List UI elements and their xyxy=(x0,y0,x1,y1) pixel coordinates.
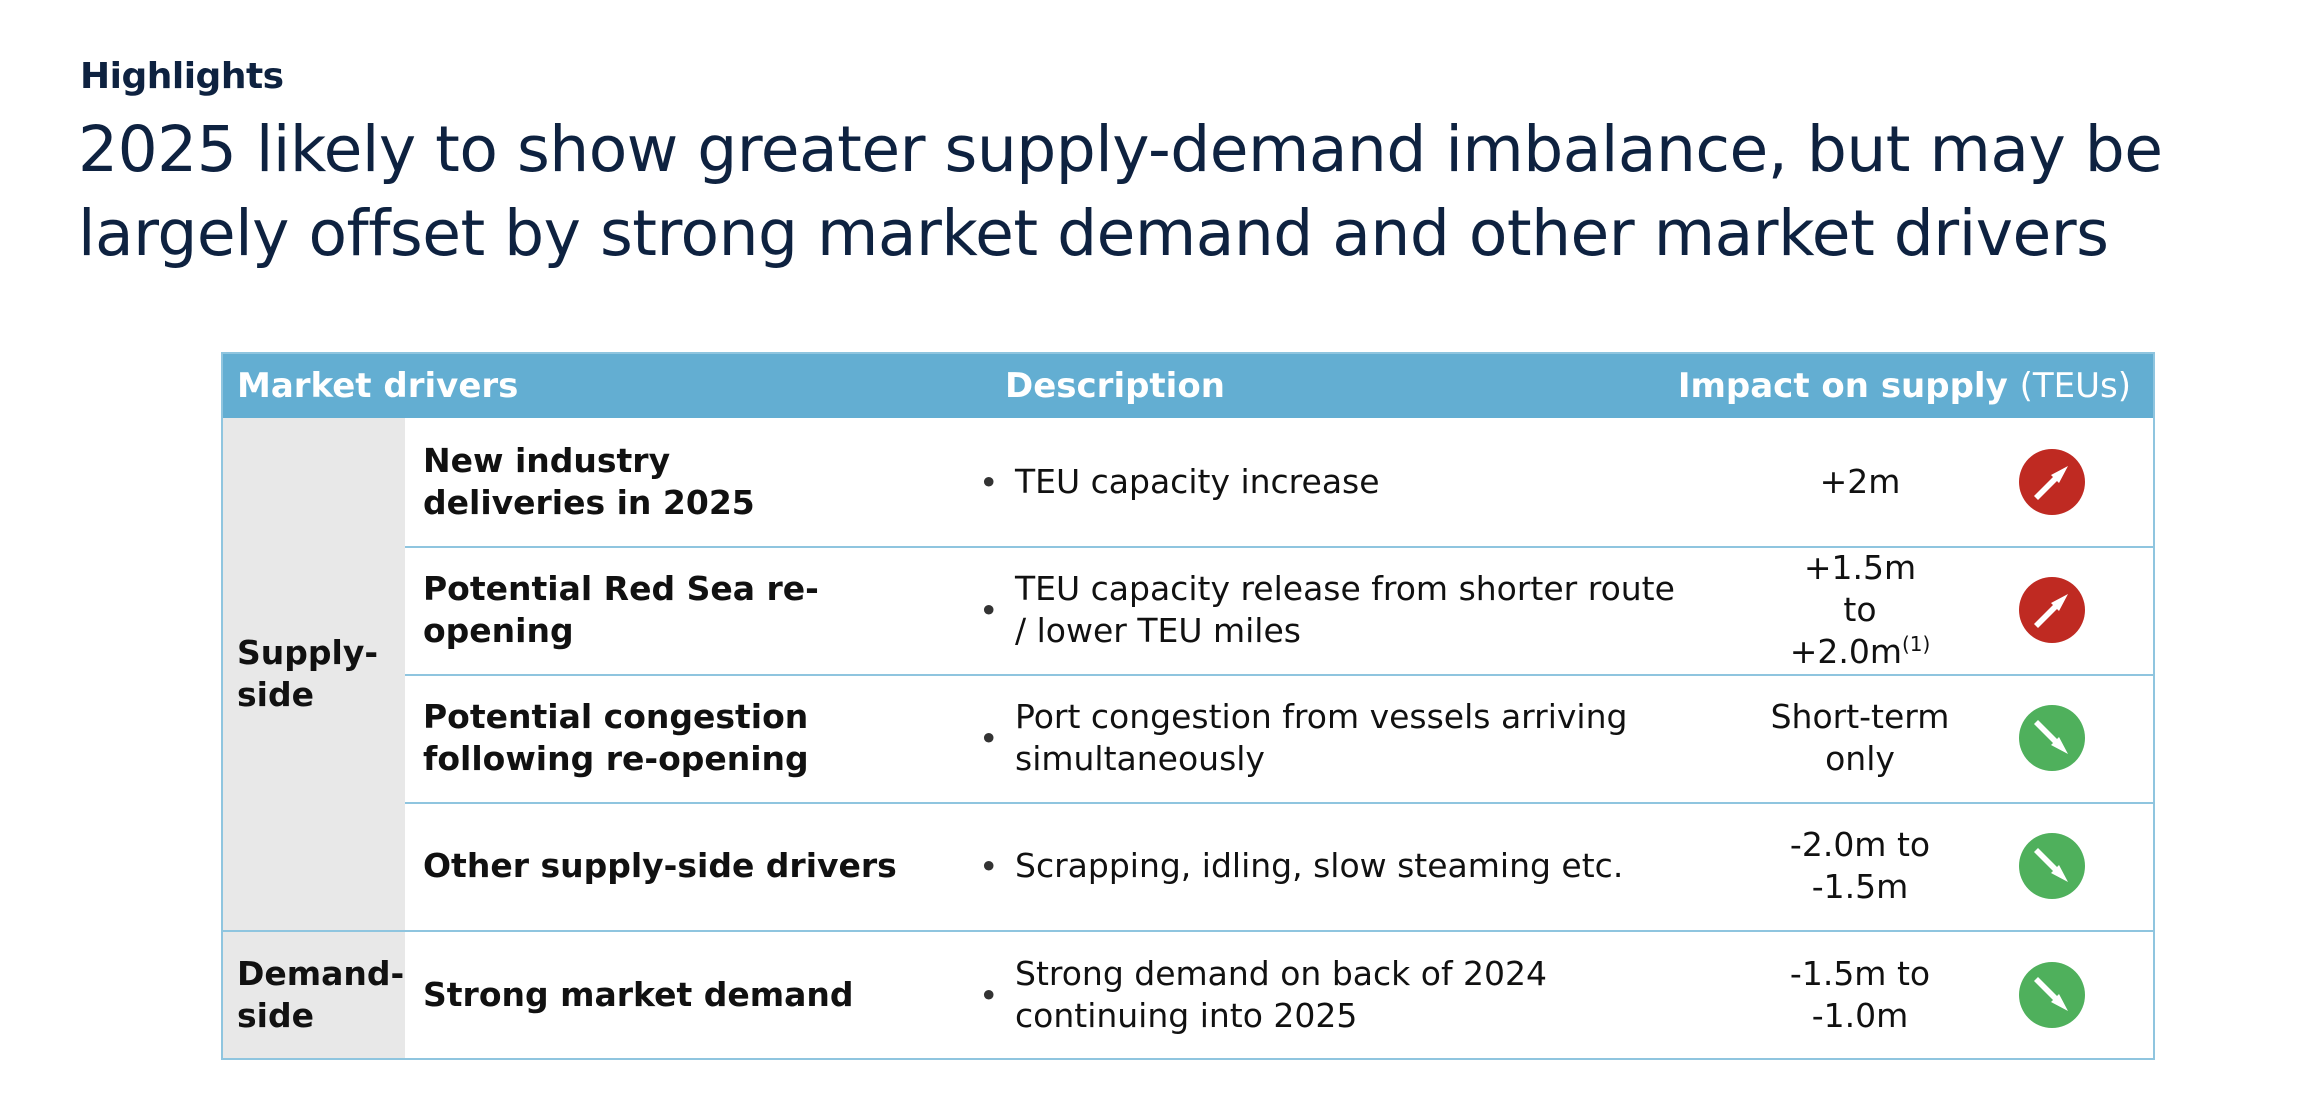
row-divider xyxy=(405,674,2153,676)
header-impact-label: Impact on supply xyxy=(1677,366,2008,406)
bullet-icon: • xyxy=(979,590,999,630)
category-label: Supply-side xyxy=(237,633,379,714)
driver-name: Potential Red Sea re-opening xyxy=(423,569,819,650)
header-market-drivers: Market drivers xyxy=(237,366,519,406)
row-divider xyxy=(405,802,2153,804)
impact-text: +2m xyxy=(1819,462,1901,501)
driver-name: Other supply-side drivers xyxy=(423,846,897,885)
table-row: Potential Red Sea re-opening • TEU capac… xyxy=(405,546,2153,674)
category-divider xyxy=(223,930,2153,932)
impact-value: Short-term only xyxy=(1735,674,1985,802)
header-impact: Impact on supply (TEUs) xyxy=(1678,354,2131,418)
arrow-down-right-icon xyxy=(2019,705,2085,771)
impact-value: -1.5m to -1.0m xyxy=(1735,932,1985,1058)
impact-text: +1.5m to +2.0m(1) xyxy=(1785,547,1935,673)
impact-value: -2.0m to -1.5m xyxy=(1735,802,1985,930)
impact-text: -2.0m to -1.5m xyxy=(1789,825,1931,906)
bullet-icon: • xyxy=(979,718,999,758)
section-eyebrow: Highlights xyxy=(80,56,284,97)
row-divider xyxy=(405,546,2153,548)
impact-value: +2m xyxy=(1735,418,1985,546)
driver-description: TEU capacity release from shorter route … xyxy=(1015,569,1675,650)
table-row: Other supply-side drivers • Scrapping, i… xyxy=(405,802,2153,930)
bullet-icon: • xyxy=(979,975,999,1015)
impact-text-value: +1.5m to +2.0m xyxy=(1789,548,1917,671)
category-label: Demand-side xyxy=(237,954,405,1035)
driver-name: New industry deliveries in 2025 xyxy=(423,441,755,522)
impact-value: +1.5m to +2.0m(1) xyxy=(1735,546,1985,674)
bullet-icon: • xyxy=(979,462,999,502)
driver-name: Potential congestion following re-openin… xyxy=(423,697,809,778)
header-description: Description xyxy=(1005,366,1225,406)
arrow-up-right-icon xyxy=(2019,449,2085,515)
table-header: Market drivers Description Impact on sup… xyxy=(223,354,2153,418)
arrow-down-right-icon xyxy=(2019,962,2085,1028)
driver-name: Strong market demand xyxy=(423,975,854,1014)
driver-description: Port congestion from vessels arriving si… xyxy=(1015,697,1628,778)
driver-description: Scrapping, idling, slow steaming etc. xyxy=(1015,846,1624,885)
category-supply-side: Supply-side xyxy=(223,418,405,930)
bullet-icon: • xyxy=(979,846,999,886)
driver-description: Strong demand on back of 2024 continuing… xyxy=(1015,954,1548,1035)
market-drivers-table: Market drivers Description Impact on sup… xyxy=(221,352,2155,1060)
arrow-up-right-icon xyxy=(2019,577,2085,643)
arrow-down-right-icon xyxy=(2019,833,2085,899)
table-row: New industry deliveries in 2025 • TEU ca… xyxy=(405,418,2153,546)
impact-text: -1.5m to -1.0m xyxy=(1789,954,1931,1035)
table-row: Strong market demand • Strong demand on … xyxy=(405,932,2153,1058)
driver-description: TEU capacity increase xyxy=(1015,462,1380,501)
table-row: Potential congestion following re-openin… xyxy=(405,674,2153,802)
page-headline: 2025 likely to show greater supply-deman… xyxy=(78,113,2163,270)
category-demand-side: Demand-side xyxy=(223,932,405,1058)
impact-footnote: (1) xyxy=(1901,632,1931,656)
header-impact-unit: (TEUs) xyxy=(2019,366,2131,406)
impact-text: Short-term only xyxy=(1770,697,1950,778)
